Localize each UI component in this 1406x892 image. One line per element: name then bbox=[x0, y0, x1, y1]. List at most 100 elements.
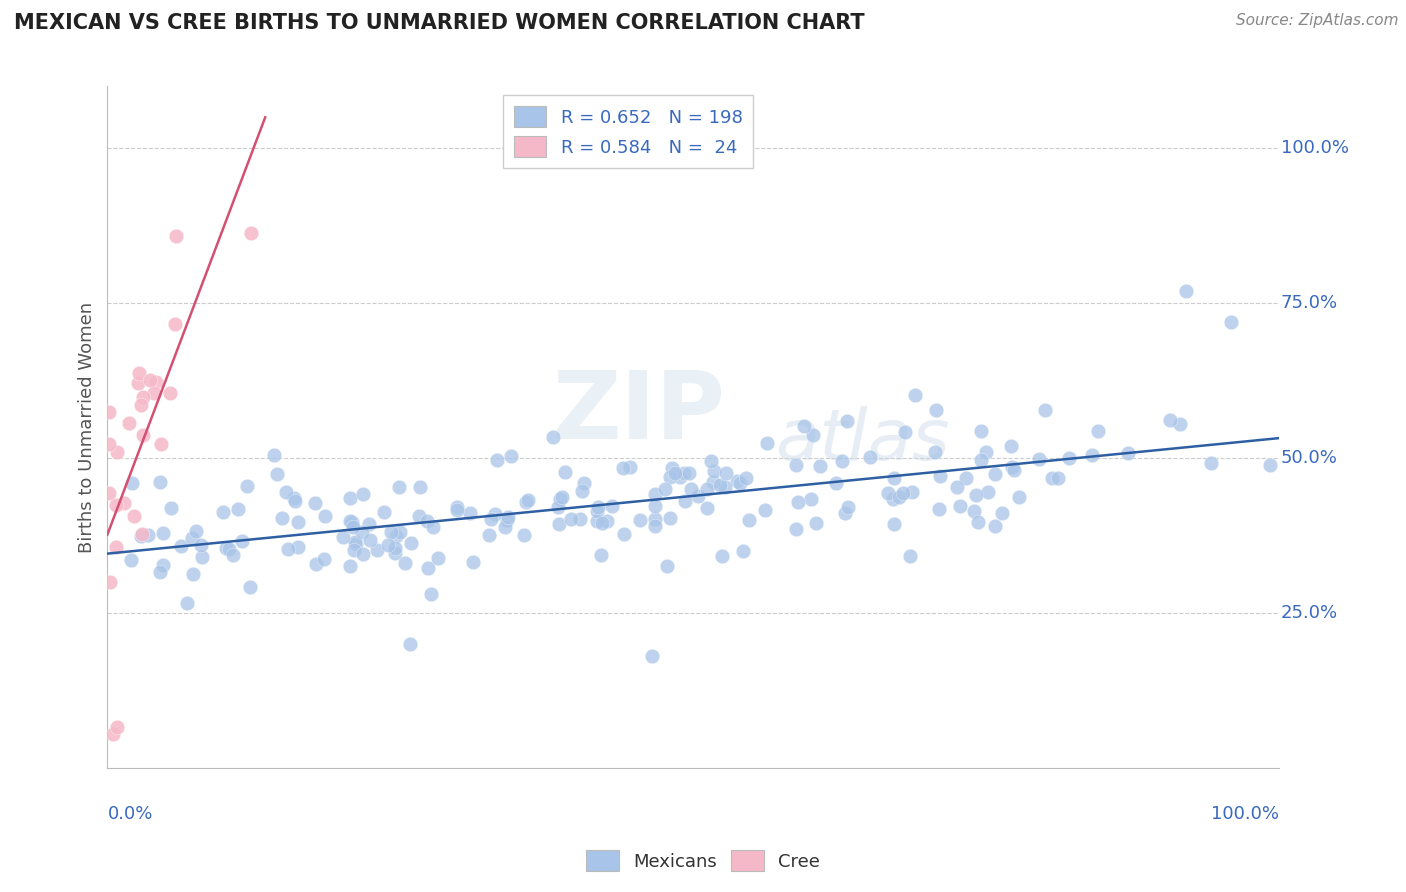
Point bbox=[214, 541, 236, 555]
Point bbox=[132, 428, 155, 442]
Point bbox=[551, 490, 574, 504]
Point bbox=[218, 541, 240, 556]
Text: Source: ZipAtlas.com: Source: ZipAtlas.com bbox=[1236, 13, 1399, 29]
Point bbox=[266, 467, 288, 481]
Point bbox=[725, 474, 748, 488]
Point bbox=[1260, 458, 1282, 472]
Point bbox=[97, 485, 120, 500]
Point bbox=[226, 501, 249, 516]
Point bbox=[399, 535, 422, 549]
Point bbox=[339, 558, 361, 573]
Point bbox=[384, 546, 406, 560]
Point bbox=[696, 482, 718, 496]
Point bbox=[801, 428, 824, 442]
Point bbox=[136, 528, 159, 542]
Point bbox=[835, 414, 858, 428]
Point bbox=[591, 549, 613, 563]
Point bbox=[287, 515, 309, 529]
Point bbox=[377, 538, 399, 552]
Point bbox=[709, 478, 731, 492]
Point bbox=[834, 506, 856, 520]
Text: 75.0%: 75.0% bbox=[1281, 294, 1339, 312]
Point bbox=[105, 498, 128, 512]
Point bbox=[484, 508, 506, 522]
Point bbox=[548, 492, 571, 507]
Point bbox=[385, 529, 408, 543]
Point bbox=[654, 482, 676, 496]
Point bbox=[129, 529, 152, 543]
Point bbox=[415, 514, 437, 528]
Point bbox=[730, 476, 752, 491]
Text: ZIP: ZIP bbox=[553, 368, 725, 459]
Point bbox=[366, 542, 388, 557]
Point bbox=[644, 487, 666, 501]
Point bbox=[131, 390, 153, 404]
Point bbox=[419, 586, 441, 600]
Point bbox=[184, 524, 207, 539]
Point bbox=[703, 464, 725, 478]
Point bbox=[1199, 456, 1222, 470]
Point bbox=[619, 459, 641, 474]
Point bbox=[574, 476, 596, 491]
Point bbox=[165, 228, 187, 243]
Point bbox=[1000, 439, 1022, 453]
Point bbox=[458, 506, 481, 520]
Point bbox=[105, 540, 128, 554]
Point bbox=[571, 483, 593, 498]
Point bbox=[891, 486, 914, 500]
Point bbox=[641, 649, 664, 664]
Point bbox=[350, 524, 373, 539]
Point bbox=[991, 506, 1014, 520]
Point bbox=[427, 550, 450, 565]
Point bbox=[547, 500, 569, 515]
Point bbox=[967, 515, 990, 529]
Point bbox=[586, 504, 609, 518]
Point bbox=[756, 435, 779, 450]
Point bbox=[734, 471, 756, 485]
Point bbox=[1002, 463, 1025, 477]
Point bbox=[1028, 452, 1050, 467]
Point bbox=[1168, 417, 1191, 431]
Point bbox=[339, 514, 361, 528]
Point bbox=[263, 448, 285, 462]
Point bbox=[399, 637, 422, 651]
Point bbox=[882, 492, 904, 507]
Point bbox=[394, 557, 416, 571]
Point bbox=[121, 475, 143, 490]
Point bbox=[644, 499, 666, 513]
Point bbox=[1087, 424, 1109, 438]
Point bbox=[343, 543, 366, 558]
Point bbox=[984, 467, 1007, 482]
Point bbox=[1159, 413, 1181, 427]
Point bbox=[478, 527, 501, 541]
Text: 100.0%: 100.0% bbox=[1281, 139, 1348, 157]
Point bbox=[112, 496, 135, 510]
Point bbox=[928, 469, 950, 483]
Point bbox=[714, 480, 737, 494]
Point bbox=[628, 513, 651, 527]
Point bbox=[686, 489, 709, 503]
Point bbox=[515, 495, 537, 509]
Point bbox=[105, 721, 128, 735]
Point bbox=[1040, 471, 1063, 485]
Point bbox=[898, 549, 921, 563]
Point bbox=[352, 486, 374, 500]
Point bbox=[352, 547, 374, 561]
Point bbox=[422, 520, 444, 534]
Point bbox=[831, 454, 853, 468]
Text: atlas: atlas bbox=[775, 406, 949, 475]
Point bbox=[160, 500, 183, 515]
Text: 50.0%: 50.0% bbox=[1281, 449, 1339, 467]
Point bbox=[283, 491, 305, 505]
Point bbox=[170, 539, 193, 553]
Point bbox=[191, 549, 214, 564]
Point bbox=[122, 509, 145, 524]
Point bbox=[977, 484, 1000, 499]
Point bbox=[965, 488, 987, 502]
Point bbox=[1047, 471, 1070, 485]
Point bbox=[98, 405, 121, 419]
Point bbox=[1033, 402, 1056, 417]
Point bbox=[543, 429, 565, 443]
Point bbox=[314, 552, 336, 566]
Point bbox=[373, 504, 395, 518]
